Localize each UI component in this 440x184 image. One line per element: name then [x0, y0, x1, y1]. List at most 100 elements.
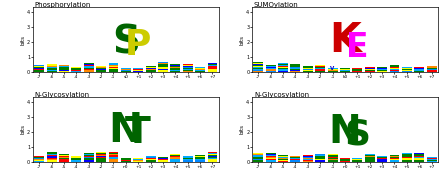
Bar: [96, 71, 106, 72]
Bar: [59, 65, 69, 66]
Bar: [71, 158, 81, 159]
Bar: [266, 154, 275, 155]
Bar: [109, 156, 118, 157]
Bar: [208, 65, 217, 66]
Bar: [377, 158, 387, 159]
Bar: [389, 159, 400, 160]
Y-axis label: bits: bits: [21, 35, 26, 45]
Bar: [170, 65, 180, 66]
Bar: [59, 161, 69, 162]
Bar: [377, 70, 387, 71]
Bar: [389, 155, 400, 156]
Bar: [158, 157, 168, 158]
Bar: [170, 70, 180, 71]
Bar: [146, 160, 156, 161]
Bar: [84, 157, 94, 158]
Bar: [278, 156, 288, 157]
Text: S: S: [112, 24, 140, 62]
Bar: [96, 158, 106, 159]
Bar: [352, 68, 362, 69]
Bar: [47, 65, 56, 66]
Text: N-Glycosylation: N-Glycosylation: [254, 92, 309, 98]
Bar: [47, 156, 56, 157]
Bar: [158, 65, 168, 66]
Bar: [109, 66, 118, 67]
Bar: [414, 155, 424, 156]
Bar: [34, 70, 44, 72]
Bar: [253, 71, 263, 72]
Bar: [328, 155, 337, 156]
Bar: [84, 154, 94, 155]
Bar: [133, 69, 143, 70]
Bar: [84, 160, 94, 162]
Bar: [365, 68, 375, 69]
Bar: [352, 70, 362, 71]
Bar: [96, 156, 106, 157]
Bar: [352, 160, 362, 162]
Bar: [158, 66, 168, 67]
Bar: [278, 65, 288, 66]
Bar: [208, 152, 217, 153]
Bar: [34, 66, 44, 67]
Bar: [47, 154, 56, 155]
Bar: [253, 155, 263, 156]
Bar: [377, 156, 387, 157]
Text: P: P: [125, 28, 151, 62]
Bar: [59, 69, 69, 70]
Bar: [71, 67, 81, 68]
Bar: [427, 71, 436, 72]
Bar: [315, 70, 325, 72]
Bar: [389, 70, 400, 71]
Bar: [208, 154, 217, 155]
Bar: [328, 71, 337, 72]
Bar: [328, 156, 337, 157]
Bar: [34, 68, 44, 69]
Bar: [96, 152, 106, 153]
Bar: [84, 155, 94, 156]
Bar: [195, 157, 205, 158]
Bar: [365, 71, 375, 72]
Bar: [278, 155, 288, 156]
Bar: [59, 66, 69, 67]
Bar: [121, 158, 131, 159]
Bar: [278, 63, 288, 64]
Bar: [290, 159, 301, 160]
Bar: [133, 161, 143, 162]
Bar: [59, 68, 69, 69]
Y-axis label: bits: bits: [21, 124, 26, 135]
Bar: [84, 64, 94, 65]
Bar: [96, 69, 106, 70]
Bar: [195, 70, 205, 71]
Bar: [340, 71, 350, 72]
Bar: [183, 157, 193, 158]
Text: N: N: [109, 111, 143, 151]
Bar: [278, 64, 288, 65]
Bar: [183, 66, 193, 67]
Bar: [389, 65, 400, 66]
Bar: [96, 155, 106, 156]
Bar: [278, 161, 288, 162]
Bar: [47, 159, 56, 160]
Bar: [266, 157, 275, 158]
Bar: [170, 159, 180, 160]
Bar: [278, 159, 288, 160]
Bar: [402, 70, 412, 71]
Bar: [377, 157, 387, 158]
Bar: [266, 68, 275, 69]
Bar: [84, 159, 94, 160]
Bar: [183, 71, 193, 72]
Bar: [183, 67, 193, 68]
Bar: [208, 156, 217, 157]
Bar: [389, 71, 400, 72]
Bar: [59, 67, 69, 68]
Bar: [290, 157, 301, 158]
Text: T: T: [125, 115, 151, 151]
Bar: [253, 63, 263, 64]
Bar: [427, 68, 436, 69]
Bar: [158, 159, 168, 160]
Bar: [352, 159, 362, 160]
Bar: [402, 68, 412, 69]
Bar: [266, 159, 275, 160]
Text: S: S: [345, 118, 370, 152]
Bar: [427, 160, 436, 161]
